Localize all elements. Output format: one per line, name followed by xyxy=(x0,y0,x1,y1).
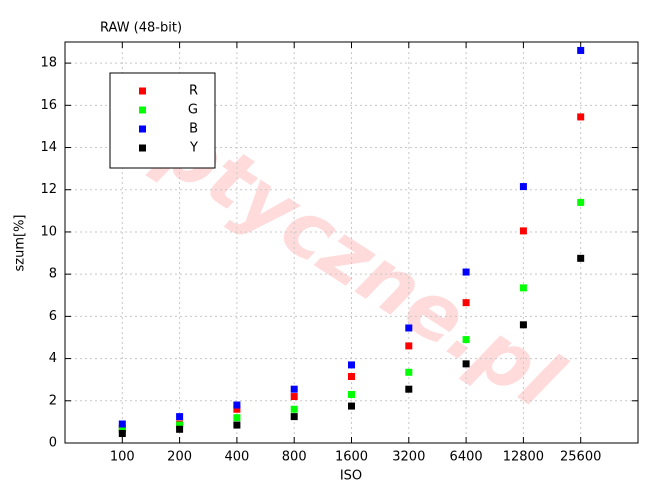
x-tick-label: 12800 xyxy=(503,450,544,465)
y-tick-label: 6 xyxy=(49,309,57,324)
y-tick-label: 12 xyxy=(40,182,57,197)
point xyxy=(348,390,355,398)
point xyxy=(118,425,126,433)
point xyxy=(577,46,585,54)
y-tick-label: 0 xyxy=(49,436,57,451)
legend-label: R xyxy=(189,84,198,99)
point xyxy=(462,360,470,368)
point xyxy=(290,413,298,421)
point xyxy=(405,385,413,393)
legend-label: Y xyxy=(189,141,198,156)
y-tick-label: 16 xyxy=(40,98,57,113)
point xyxy=(348,361,355,369)
y-axis-label: szum[%] xyxy=(13,215,28,272)
point xyxy=(118,420,126,428)
point xyxy=(462,336,470,344)
legend-label: B xyxy=(189,122,198,137)
point xyxy=(233,414,241,422)
point xyxy=(462,299,470,307)
point xyxy=(405,324,413,332)
x-tick-label: 6400 xyxy=(450,450,483,465)
x-tick-label: 200 xyxy=(167,450,192,465)
legend-marker xyxy=(139,125,146,133)
y-tick-label: 8 xyxy=(49,267,57,282)
legend-label: G xyxy=(188,103,198,118)
y-tick-label: 4 xyxy=(49,351,57,366)
point xyxy=(577,254,585,262)
y-tick-label: 10 xyxy=(40,224,57,239)
point xyxy=(462,268,470,276)
point xyxy=(233,421,241,429)
point xyxy=(233,401,241,409)
y-tick-label: 2 xyxy=(49,393,57,408)
x-axis-label: ISO xyxy=(340,469,362,484)
point xyxy=(519,284,527,292)
x-tick-label: 3200 xyxy=(392,450,425,465)
x-tick-label: 25600 xyxy=(560,450,601,465)
point xyxy=(577,198,585,206)
legend-marker xyxy=(139,87,146,95)
point xyxy=(176,425,184,433)
point xyxy=(176,421,184,429)
legend-marker xyxy=(139,144,146,152)
point xyxy=(577,113,585,121)
point xyxy=(290,405,298,413)
y-tick-label: 14 xyxy=(40,140,57,155)
point xyxy=(519,227,527,235)
point xyxy=(348,373,355,381)
plot-frame xyxy=(64,41,639,444)
point xyxy=(290,393,298,401)
point xyxy=(405,342,413,350)
x-tick-label: 400 xyxy=(224,450,249,465)
chart-title: RAW (48-bit) xyxy=(100,21,182,36)
point xyxy=(176,413,184,421)
point xyxy=(233,405,241,413)
point xyxy=(519,321,527,329)
point xyxy=(348,402,355,410)
y-tick-label: 18 xyxy=(40,56,57,71)
point xyxy=(118,430,126,438)
x-tick-label: 1600 xyxy=(335,450,368,465)
point xyxy=(290,385,298,393)
point xyxy=(405,368,413,376)
legend-box xyxy=(109,72,216,169)
point xyxy=(519,183,527,191)
x-tick-label: 100 xyxy=(110,450,135,465)
legend-marker xyxy=(139,106,146,114)
x-tick-label: 800 xyxy=(282,450,307,465)
